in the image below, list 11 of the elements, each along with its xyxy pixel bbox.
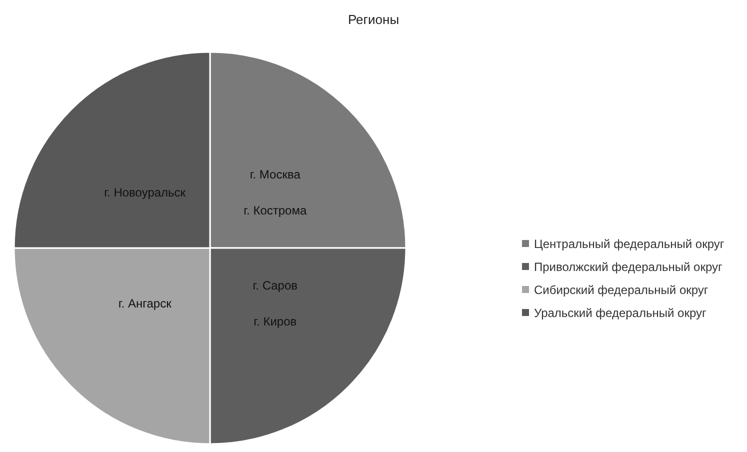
chart-title: Регионы bbox=[348, 12, 400, 27]
text: г. Новоуральск bbox=[104, 186, 186, 200]
legend-label: Центральный федеральный округ bbox=[534, 236, 724, 250]
legend-label: Приволжский федеральный округ bbox=[534, 260, 722, 274]
legend-label: Уральский федеральный округ bbox=[534, 306, 706, 320]
legend-label: Сибирский федеральный округ bbox=[534, 282, 708, 296]
text: г. Москва bbox=[250, 168, 300, 182]
text: г. Ангарск bbox=[118, 296, 172, 310]
text: г. Киров bbox=[254, 314, 297, 328]
text: г. Саров bbox=[252, 278, 298, 292]
text: г. Кострома bbox=[244, 204, 307, 218]
